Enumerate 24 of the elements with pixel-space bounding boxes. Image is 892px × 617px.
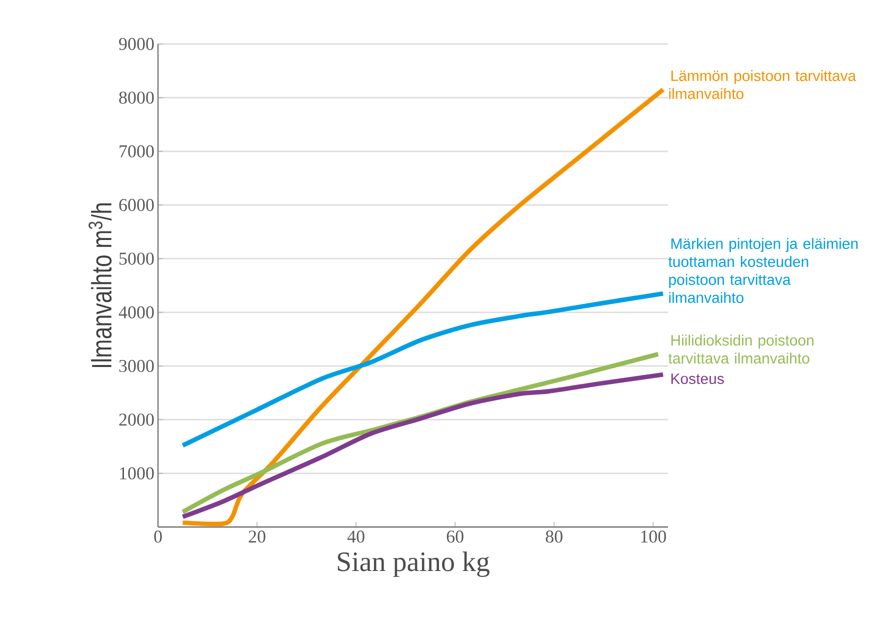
series-label: Lämmön poistoon tarvittava ilmanvaihto	[669, 70, 856, 100]
line-series	[180, 291, 666, 448]
line-series	[180, 87, 666, 526]
series-label: Kosteus	[671, 374, 724, 384]
y-tick-label: 5000	[120, 252, 154, 265]
x-tick-label: 80	[546, 530, 562, 543]
y-tick-label: 8000	[119, 92, 154, 104]
x-axis-title: Sian paino kg	[338, 552, 490, 577]
x-tick-label: 40	[347, 530, 364, 543]
y-tick-label: 1000	[120, 467, 154, 480]
x-tick-label: 0	[154, 530, 162, 543]
y-tick-label: 4000	[118, 306, 154, 318]
y-tick-label: 6000	[119, 198, 154, 212]
series-label: Hiilidioksidin poistoon tarvittava ilmanvaihto	[668, 334, 814, 364]
y-tick-label: 2000	[119, 414, 154, 426]
y-tick-label: 3000	[119, 360, 154, 372]
x-tick-label: 100	[641, 530, 666, 543]
x-tick-label: 60	[446, 530, 464, 543]
y-tick-label: 9000	[119, 38, 154, 50]
y-tick-label: 7000	[120, 145, 154, 158]
series-label: Märkien pintojen ja eläimien tuottaman kosteuden poistoon tarvittava ilmanvaihto	[668, 238, 858, 303]
x-tick-label: 20	[248, 530, 266, 543]
line-series	[180, 372, 666, 520]
y-axis-title: Ilmanvaihto m$^{3}$/h	[88, 203, 112, 368]
